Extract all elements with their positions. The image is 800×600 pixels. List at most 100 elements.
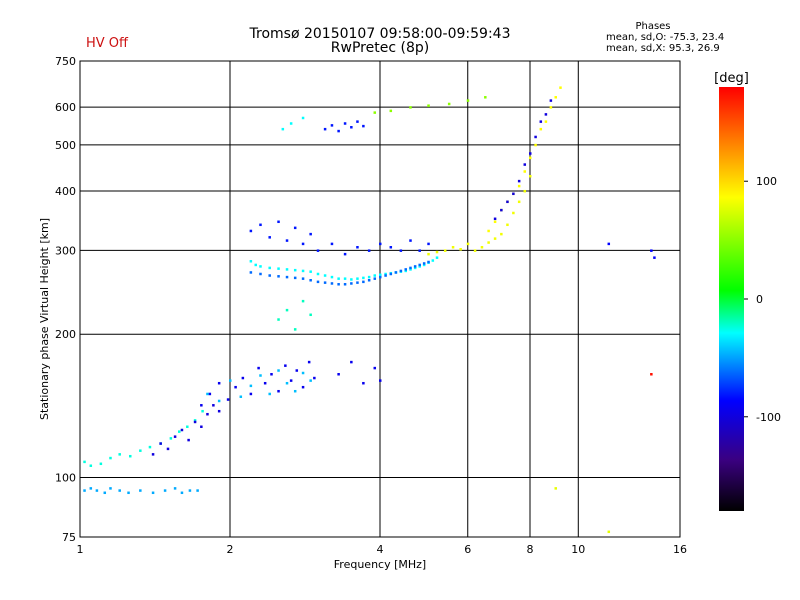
data-point <box>356 277 359 280</box>
data-point <box>487 229 490 233</box>
data-point <box>295 369 299 372</box>
x-tick-label: 8 <box>527 543 534 556</box>
data-point <box>367 249 371 252</box>
data-point <box>427 252 430 256</box>
phase-stats-title: Phases <box>635 21 671 32</box>
data-point <box>293 389 297 393</box>
data-point <box>418 265 421 268</box>
data-point <box>384 274 387 277</box>
data-point <box>249 271 253 274</box>
data-point <box>285 308 289 312</box>
data-point <box>103 491 107 495</box>
data-point <box>330 275 334 279</box>
data-point <box>285 275 289 279</box>
data-point <box>316 272 320 276</box>
data-point <box>362 124 365 128</box>
data-point <box>650 249 653 252</box>
data-point <box>373 111 377 114</box>
data-point <box>249 229 253 233</box>
data-point <box>159 442 162 445</box>
x-tick-label: 2 <box>227 543 234 556</box>
colorbar-ticks: 100 0 -100 <box>744 175 781 424</box>
data-point <box>373 274 377 277</box>
phase-stats-x-mode: mean, sd,X: 95.3, 26.9 <box>606 43 720 54</box>
x-tick-label: 4 <box>377 543 384 556</box>
grid-lines <box>80 61 680 537</box>
data-point <box>343 277 347 280</box>
data-point <box>337 283 340 286</box>
data-point <box>316 280 320 284</box>
plot-frame <box>79 60 681 538</box>
data-point <box>323 127 327 131</box>
y-tick-label: 75 <box>62 531 76 544</box>
data-point <box>277 389 280 393</box>
data-point <box>301 277 305 280</box>
data-point <box>270 373 273 376</box>
data-point <box>362 276 365 280</box>
data-point <box>249 392 253 396</box>
axis-ticks: 1 2 4 6 8 10 16 75 100 200 300 400 500 600 750 <box>55 55 687 556</box>
data-point <box>549 106 553 109</box>
data-point <box>180 428 184 432</box>
colorbar-tick-label: 0 <box>756 293 763 306</box>
data-point <box>343 122 347 125</box>
data-point <box>193 420 197 424</box>
data-point <box>289 122 293 125</box>
data-point <box>316 249 320 252</box>
data-point <box>301 242 305 246</box>
data-point <box>362 280 365 284</box>
data-point <box>249 384 253 388</box>
data-point <box>249 260 253 263</box>
data-point <box>534 143 537 147</box>
data-point <box>177 430 181 433</box>
data-point <box>554 96 557 99</box>
data-point <box>451 246 455 249</box>
data-point <box>257 366 260 370</box>
data-point <box>239 395 243 398</box>
plot-title: Tromsø 20150107 09:58:00-09:59:43 <box>249 26 511 42</box>
data-point <box>309 232 312 236</box>
data-point <box>301 269 305 273</box>
data-point <box>323 274 327 277</box>
data-point <box>309 379 312 382</box>
data-point <box>466 99 470 102</box>
data-point <box>268 266 271 270</box>
data-point <box>173 487 177 490</box>
data-point <box>301 385 305 389</box>
data-point <box>379 275 382 279</box>
data-point <box>309 270 312 273</box>
data-point <box>234 385 237 389</box>
data-point <box>529 174 532 178</box>
data-point <box>309 313 312 317</box>
data-point <box>193 419 197 422</box>
data-point <box>399 269 403 273</box>
data-point <box>493 217 497 221</box>
data-point <box>427 242 430 246</box>
colorbar-tick-label: -100 <box>756 411 781 424</box>
data-point <box>83 460 86 464</box>
hv-status-label: HV Off <box>86 36 128 51</box>
data-point <box>83 489 86 492</box>
data-point <box>379 379 382 382</box>
data-point <box>607 530 611 534</box>
data-point <box>284 364 287 367</box>
x-tick-label: 6 <box>464 543 471 556</box>
data-point <box>435 256 439 259</box>
data-point <box>404 269 407 273</box>
data-point <box>188 489 192 492</box>
data-point <box>301 371 305 375</box>
data-point <box>268 392 271 396</box>
data-point <box>523 163 527 166</box>
data-point <box>399 249 403 252</box>
data-point <box>356 281 359 284</box>
data-point <box>500 232 503 236</box>
y-tick-label: 500 <box>55 139 76 152</box>
data-point <box>180 491 184 495</box>
data-point <box>350 278 353 281</box>
data-point <box>517 184 521 188</box>
data-point <box>447 102 451 106</box>
data-point <box>281 127 285 131</box>
data-point <box>409 239 412 242</box>
data-point <box>418 249 421 252</box>
data-point <box>151 491 155 495</box>
